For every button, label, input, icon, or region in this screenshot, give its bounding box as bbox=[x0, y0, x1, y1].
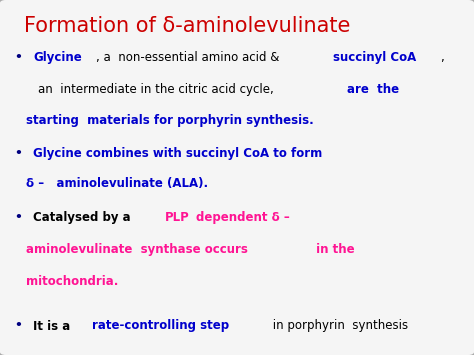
Text: starting  materials for porphyrin synthesis.: starting materials for porphyrin synthes… bbox=[26, 114, 314, 127]
Text: in the: in the bbox=[312, 243, 355, 256]
Text: •: • bbox=[14, 147, 22, 160]
Text: •: • bbox=[14, 211, 22, 224]
Text: •: • bbox=[14, 51, 22, 65]
Text: succinyl CoA: succinyl CoA bbox=[333, 51, 416, 65]
Text: It is a: It is a bbox=[33, 320, 79, 333]
Text: Catalysed by a: Catalysed by a bbox=[33, 211, 135, 224]
Text: Glycine: Glycine bbox=[33, 51, 82, 65]
Text: in porphyrin  synthesis: in porphyrin synthesis bbox=[269, 320, 408, 333]
Text: rate-controlling step: rate-controlling step bbox=[92, 320, 229, 333]
Text: ,: , bbox=[440, 51, 444, 65]
Text: Formation of δ-aminolevulinate: Formation of δ-aminolevulinate bbox=[24, 16, 350, 36]
Text: •: • bbox=[14, 320, 22, 333]
Text: aminolevulinate  synthase occurs: aminolevulinate synthase occurs bbox=[26, 243, 248, 256]
Text: an  intermediate in the citric acid cycle,: an intermediate in the citric acid cycle… bbox=[38, 83, 277, 97]
Text: Glycine combines with succinyl CoA to form: Glycine combines with succinyl CoA to fo… bbox=[33, 147, 322, 160]
Text: are  the: are the bbox=[347, 83, 399, 97]
Text: dependent δ –: dependent δ – bbox=[196, 211, 290, 224]
Text: PLP: PLP bbox=[164, 211, 189, 224]
Text: mitochondria.: mitochondria. bbox=[26, 275, 118, 288]
Text: , a  non-essential amino acid &: , a non-essential amino acid & bbox=[96, 51, 280, 65]
Text: δ –   aminolevulinate (ALA).: δ – aminolevulinate (ALA). bbox=[26, 178, 208, 191]
